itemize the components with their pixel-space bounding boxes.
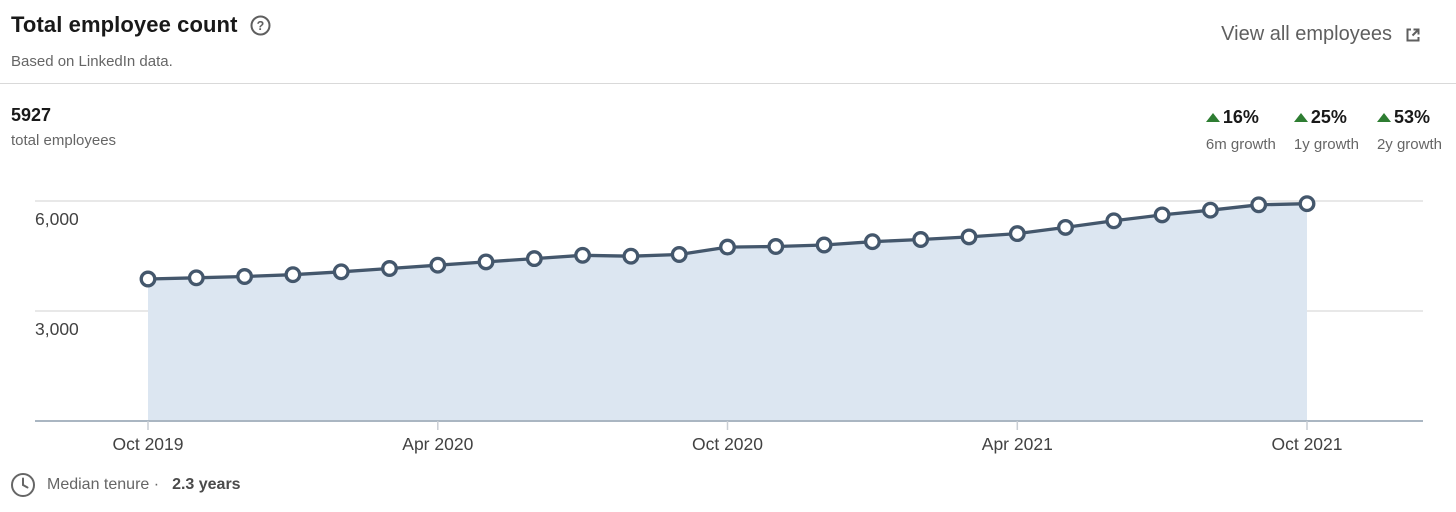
growth-stats: 16% 6m growth 25% 1y growth 53% 2y growt… <box>1205 107 1442 153</box>
external-link-icon <box>1406 28 1420 41</box>
total-employees-stat: 5927 total employees <box>11 105 116 149</box>
svg-text:6,000: 6,000 <box>35 209 79 229</box>
header-divider <box>0 83 1456 84</box>
chart-area[interactable]: 3,000 6,000 Oct 2019 Apr 2020 Oct 2020 Apr 20… <box>0 190 1456 462</box>
growth-1y-value-row: 25% <box>1293 107 1347 128</box>
svg-text:Oct 2019: Oct 2019 <box>112 434 183 454</box>
growth-1y: 25% 1y growth <box>1293 107 1359 153</box>
growth-6m-label: 6m growth <box>1205 136 1276 153</box>
median-tenure-value: 2.3 years <box>172 476 241 493</box>
clock-icon <box>11 473 35 497</box>
growth-2y-label: 2y growth <box>1376 136 1442 153</box>
growth-2y-value-row: 53% <box>1376 107 1430 128</box>
growth-6m-value-row: 16% <box>1205 107 1259 128</box>
page-title: Total employee count <box>11 12 238 37</box>
growth-2y: 53% 2y growth <box>1376 107 1442 153</box>
growth-6m: 16% 6m growth <box>1205 107 1276 153</box>
svg-text:Apr 2021: Apr 2021 <box>982 434 1053 454</box>
growth-2y-value: 53% <box>1393 107 1430 127</box>
subtitle: Based on LinkedIn data. <box>11 53 173 70</box>
up-triangle-icon <box>1205 113 1220 122</box>
total-employees-value: 5927 <box>11 105 52 125</box>
svg-text:Oct 2020: Oct 2020 <box>692 434 763 454</box>
growth-6m-value: 16% <box>1222 107 1259 127</box>
up-triangle-icon <box>1376 113 1391 122</box>
employee-count-chart-svg[interactable]: 3,000 6,000 Oct 2019 Apr 2020 Oct 2020 Apr 20… <box>0 190 1456 462</box>
header: Total employee count ? <box>11 12 271 38</box>
view-all-label: View all employees <box>1221 23 1392 45</box>
total-employees-label: total employees <box>11 132 117 149</box>
svg-text:Oct 2021: Oct 2021 <box>1271 434 1342 454</box>
help-icon[interactable]: ? <box>250 15 271 36</box>
median-tenure-label: Median tenure · <box>47 476 160 493</box>
svg-text:3,000: 3,000 <box>35 319 79 339</box>
growth-1y-label: 1y growth <box>1293 136 1359 153</box>
svg-text:Apr 2020: Apr 2020 <box>402 434 473 454</box>
svg-text:?: ? <box>256 19 264 33</box>
view-all-employees-link[interactable]: View all employees <box>1221 23 1423 46</box>
median-tenure: Median tenure · 2.3 years <box>10 472 241 498</box>
up-triangle-icon <box>1293 113 1308 122</box>
growth-1y-value: 25% <box>1310 107 1347 127</box>
